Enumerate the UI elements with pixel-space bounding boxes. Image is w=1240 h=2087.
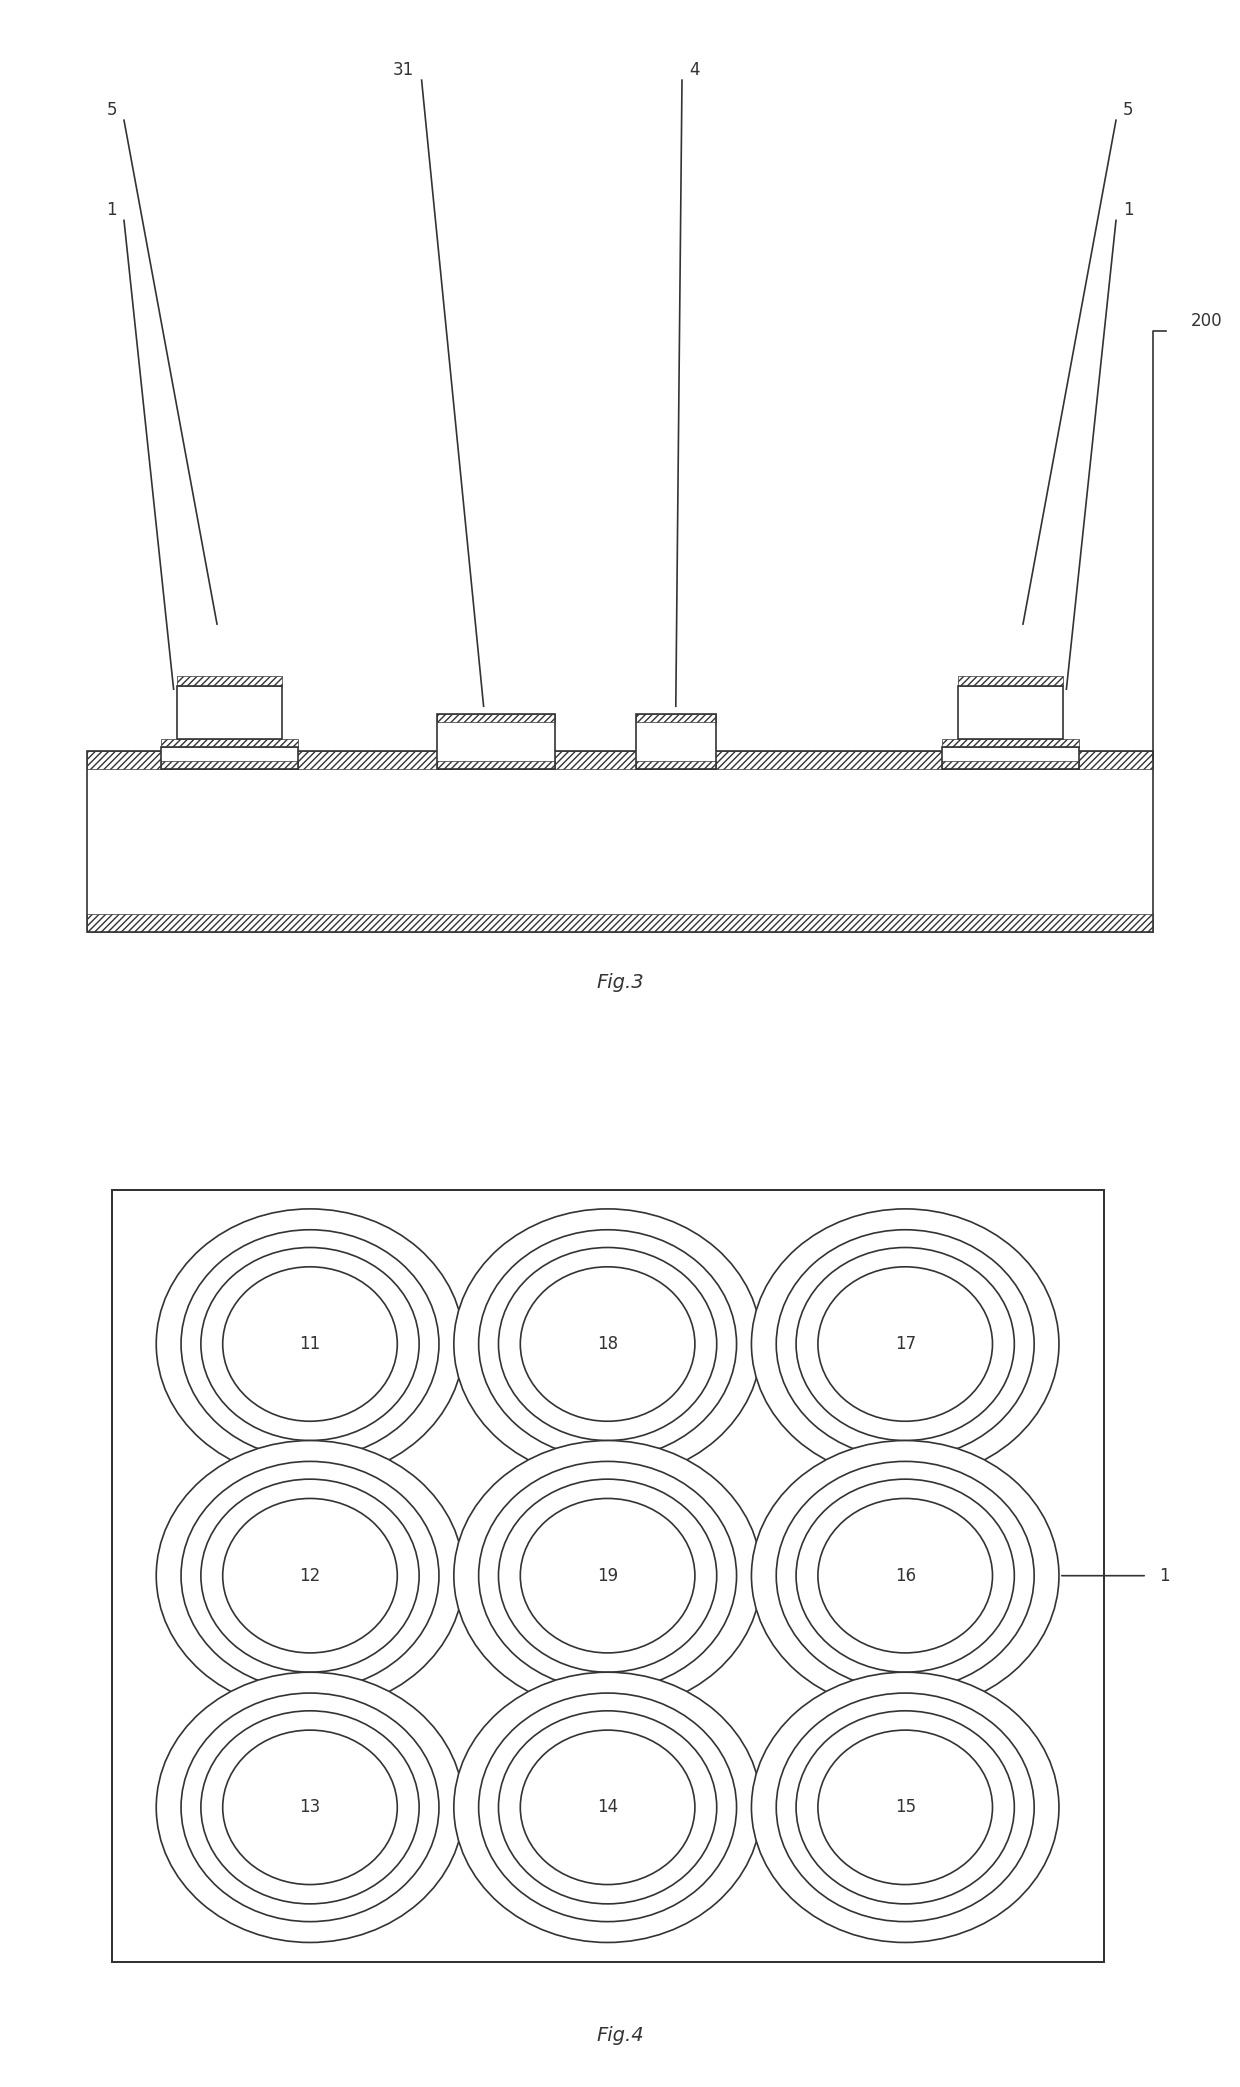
Bar [636, 762, 717, 770]
Bar [957, 687, 1063, 739]
Ellipse shape [498, 1711, 717, 1903]
Text: 15: 15 [894, 1799, 916, 1816]
Ellipse shape [751, 1440, 1059, 1711]
Bar [87, 751, 1153, 770]
Ellipse shape [751, 1672, 1059, 1943]
Text: 11: 11 [299, 1336, 321, 1352]
Bar [636, 714, 717, 770]
Text: 14: 14 [596, 1799, 619, 1816]
Text: 1: 1 [1159, 1567, 1171, 1584]
Ellipse shape [796, 1480, 1014, 1672]
Text: 5: 5 [1123, 100, 1133, 119]
Text: 19: 19 [596, 1567, 619, 1584]
Ellipse shape [181, 1461, 439, 1690]
Bar [438, 714, 556, 722]
Bar [161, 762, 298, 770]
Ellipse shape [818, 1267, 992, 1421]
Bar [438, 762, 556, 770]
Bar [176, 676, 281, 687]
Text: 5: 5 [107, 100, 117, 119]
Bar [161, 739, 298, 747]
Text: 17: 17 [894, 1336, 916, 1352]
Text: 13: 13 [299, 1799, 321, 1816]
Text: Fig.3: Fig.3 [596, 973, 644, 991]
Ellipse shape [776, 1229, 1034, 1459]
Ellipse shape [796, 1248, 1014, 1440]
Text: 12: 12 [299, 1567, 321, 1584]
Text: 1: 1 [107, 200, 117, 219]
Ellipse shape [498, 1248, 717, 1440]
Ellipse shape [751, 1208, 1059, 1480]
Ellipse shape [521, 1498, 694, 1653]
Ellipse shape [521, 1730, 694, 1885]
Ellipse shape [521, 1267, 694, 1421]
Ellipse shape [776, 1693, 1034, 1922]
Ellipse shape [479, 1229, 737, 1459]
Ellipse shape [156, 1672, 464, 1943]
Bar [942, 739, 1079, 747]
Ellipse shape [818, 1498, 992, 1653]
Bar [176, 687, 281, 739]
Ellipse shape [181, 1229, 439, 1459]
Ellipse shape [454, 1208, 761, 1480]
Bar [942, 747, 1079, 770]
Bar [87, 751, 1153, 931]
Ellipse shape [201, 1248, 419, 1440]
Bar [942, 762, 1079, 770]
Ellipse shape [223, 1498, 397, 1653]
Ellipse shape [156, 1208, 464, 1480]
Text: Fig.4: Fig.4 [596, 2026, 644, 2045]
Bar [87, 914, 1153, 931]
Ellipse shape [156, 1440, 464, 1711]
Ellipse shape [479, 1461, 737, 1690]
Text: 16: 16 [894, 1567, 916, 1584]
Bar [438, 714, 556, 770]
Ellipse shape [498, 1480, 717, 1672]
Bar [161, 747, 298, 770]
Ellipse shape [818, 1730, 992, 1885]
Ellipse shape [223, 1730, 397, 1885]
Ellipse shape [454, 1440, 761, 1711]
Bar [636, 714, 717, 722]
Ellipse shape [479, 1693, 737, 1922]
Ellipse shape [454, 1672, 761, 1943]
Text: 18: 18 [596, 1336, 619, 1352]
Ellipse shape [181, 1693, 439, 1922]
Ellipse shape [223, 1267, 397, 1421]
Ellipse shape [776, 1461, 1034, 1690]
Text: 1: 1 [1123, 200, 1133, 219]
Bar [112, 1190, 1104, 1962]
Ellipse shape [201, 1711, 419, 1903]
Ellipse shape [796, 1711, 1014, 1903]
Text: 31: 31 [392, 61, 414, 79]
Bar [957, 676, 1063, 687]
Ellipse shape [201, 1480, 419, 1672]
Text: 200: 200 [1190, 311, 1223, 330]
Text: 4: 4 [689, 61, 699, 79]
